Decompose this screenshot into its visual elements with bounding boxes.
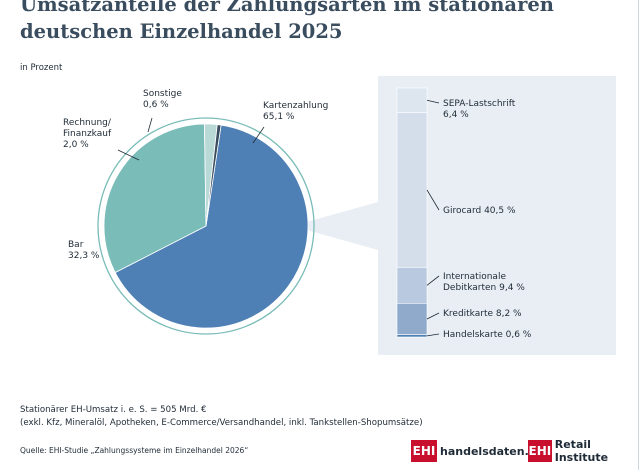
- leader-line-karte: [252, 126, 265, 144]
- chart-title: Umsatzanteile der Zahlungsarten im stati…: [20, 0, 554, 43]
- unit-label: in Prozent: [20, 63, 63, 73]
- pie-slice-karte: [114, 124, 309, 329]
- leader-line-sonstige: [147, 117, 153, 133]
- pie-label-sonstige: Sonstige 0,6 %: [143, 89, 182, 110]
- breakdown-label-sepa: SEPA-Lastschrift 6,4 %: [443, 99, 516, 120]
- pie-slice-sonstige: [205, 124, 222, 227]
- breakdown-leader-intl: [426, 275, 440, 286]
- footnote-line-1: Stationärer EH-Umsatz i. e. S. = 505 Mrd…: [20, 405, 207, 415]
- breakdown-leader-kredit: [426, 312, 440, 320]
- leader-line-rechnung: [117, 149, 140, 161]
- pie-label-karte: Kartenzahlung 65,1 %: [263, 101, 328, 122]
- breakdown-label-handel: Handelskarte 0,6 %: [443, 330, 532, 340]
- breakdown-leader-sepa: [426, 99, 440, 104]
- pie-slice-bar: [103, 123, 207, 274]
- retail-institute-logo-text: Retail Institute: [554, 438, 609, 464]
- source-text: Quelle: EHI-Studie „Zahlungssysteme im E…: [20, 446, 249, 455]
- bar-segment-intl: [396, 267, 428, 304]
- breakdown-leader-girocard: [426, 189, 440, 211]
- pie-label-bar: Bar 32,3 %: [68, 240, 100, 261]
- breakdown-label-intl: Internationale Debitkarten 9,4 %: [443, 272, 525, 293]
- handelsdaten-logo-text: handelsdaten.de: [440, 444, 545, 458]
- retail-institute-logo: EHI Retail Institute: [528, 438, 640, 464]
- handelsdaten-logo: EHI handelsdaten.de: [411, 440, 544, 462]
- footnote-line-2: (exkl. Kfz, Mineralöl, Apotheken, E-Comm…: [20, 418, 423, 428]
- bar-segment-sepa: [396, 87, 428, 113]
- ehi-logo-mark-2: EHI: [528, 440, 552, 462]
- pie-label-rechnung: Rechnung/Finanzkauf 2,0 %: [63, 118, 112, 150]
- bar-segment-kredit: [396, 303, 428, 335]
- breakdown-connector: [292, 202, 378, 250]
- bar-segment-girocard: [396, 112, 428, 268]
- bar-segment-handel: [396, 334, 428, 338]
- pie-outer-ring: [97, 117, 315, 335]
- breakdown-label-kredit: Kreditkarte 8,2 %: [443, 309, 522, 319]
- footnote: Stationärer EH-Umsatz i. e. S. = 505 Mrd…: [20, 404, 423, 430]
- ehi-logo-mark: EHI: [411, 440, 437, 462]
- breakdown-leader-handel: [426, 333, 440, 337]
- pie-chart: Kartenzahlung 65,1 % Bar 32,3 % Rechnung/Fin…: [63, 76, 616, 355]
- breakdown-label-girocard: Girocard 40,5 %: [443, 206, 516, 216]
